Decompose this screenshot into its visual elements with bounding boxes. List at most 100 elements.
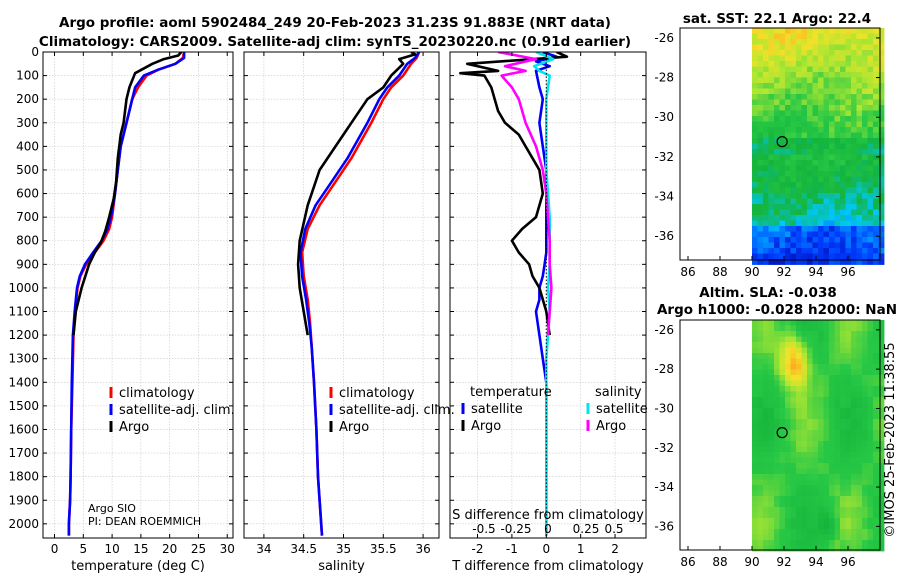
lat-tick-label: -32 [654, 150, 674, 164]
legend-label: satellite-adj. clim. [119, 403, 235, 418]
x-axis-label: salinity [318, 559, 365, 574]
lon-tick-label: 86 [680, 265, 695, 279]
x-tick-label: 20 [162, 542, 177, 556]
legend-label: satellite [471, 402, 523, 417]
salinity-panel: 34 34.5 35 35.5 36 salinity climatology satelli… [243, 51, 455, 574]
heatmap-cells [752, 28, 885, 265]
plot-frame [449, 51, 647, 539]
temperature-panel: 0 5 10 15 20 25 300100200300400500600700800900… [8, 45, 234, 574]
x-tick-label: 10 [104, 542, 119, 556]
y-tick-label: 1500 [8, 399, 39, 413]
x-tick-label: 36 [415, 542, 430, 556]
lon-tick-label: 86 [680, 555, 695, 569]
lon-tick-label: 96 [840, 555, 855, 569]
lat-tick-label: -30 [654, 110, 674, 124]
x-tick-label: 5 [79, 542, 87, 556]
lon-tick-label: 90 [744, 555, 759, 569]
x-tick-label: 35.5 [370, 542, 397, 556]
legend-label: satellite [596, 402, 648, 417]
y-tick-label: 800 [16, 234, 39, 248]
lat-tick-label: -26 [654, 31, 674, 45]
sst-map-title: sat. SST: 22.1 Argo: 22.4 [683, 11, 871, 27]
series-salinity-argo [497, 52, 553, 336]
lat-tick-label: -36 [654, 229, 674, 243]
lon-tick-label: 88 [712, 555, 727, 569]
watermark: ©IMOS 25-Feb-2023 11:38:55 [883, 342, 898, 537]
series-satellite-adj-clim- [299, 52, 421, 536]
difference-panel: -2 -1 0 1 2 T difference from climatology S di… [449, 51, 648, 574]
lat-tick-label: -28 [654, 71, 674, 85]
legend-header-temperature: temperature [470, 385, 552, 400]
top-tick-label: 0.25 [573, 522, 600, 536]
lat-tick-label: -30 [654, 401, 674, 415]
x-tick-label: 34.5 [290, 542, 317, 556]
argo-info-line1: Argo SIO [88, 502, 136, 515]
y-tick-label: 400 [16, 139, 39, 153]
x-tick-label: -2 [472, 542, 484, 556]
legend-label: Argo [471, 419, 501, 434]
y-tick-label: 0 [31, 45, 39, 59]
argo-info-line2: PI: DEAN ROEMMICH [88, 515, 201, 528]
title-line2: Climatology: CARS2009. Satellite-adj cli… [39, 34, 631, 50]
lat-tick-label: -28 [654, 362, 674, 376]
y-tick-label: 1200 [8, 328, 39, 342]
top-tick-label: -0.25 [500, 522, 531, 536]
x-tick-label: 15 [133, 542, 148, 556]
y-tick-label: 1700 [8, 446, 39, 460]
series-satellite-adj-clim- [67, 52, 186, 536]
sst-map: 86 88 90 92 94 96 -26 -28 -30 -32 -34 -36 [654, 27, 885, 279]
x-axis-label: temperature (deg C) [71, 559, 205, 574]
lon-tick-label: 90 [744, 265, 759, 279]
legend-label: Argo [596, 419, 626, 434]
x-axis-label: T difference from climatology [451, 559, 644, 574]
legend-label: climatology [339, 386, 415, 401]
y-tick-label: 1400 [8, 375, 39, 389]
legend-header-salinity: salinity [595, 385, 642, 400]
top-tick-label: 0 [544, 522, 552, 536]
lon-tick-label: 94 [808, 555, 823, 569]
series-argo [296, 52, 417, 336]
x-tick-label: -1 [506, 542, 518, 556]
y-tick-label: 600 [16, 187, 39, 201]
sla-map: 86 88 90 92 94 96 -26 -28 -30 -32 -34 -36 [654, 319, 885, 569]
x-tick-label: 35 [336, 542, 351, 556]
y-tick-label: 900 [16, 257, 39, 271]
map-frame [679, 319, 881, 551]
lat-tick-label: -34 [654, 480, 674, 494]
x-tick-label: 34 [256, 542, 271, 556]
sla-map-title-line2: Argo h1000: -0.028 h2000: NaN [657, 302, 897, 318]
series-climatology [300, 52, 421, 536]
x-tick-label: 2 [611, 542, 619, 556]
y-tick-label: 500 [16, 163, 39, 177]
y-tick-label: 1800 [8, 470, 39, 484]
title-line1: Argo profile: aoml 5902484_249 20-Feb-20… [59, 15, 611, 31]
y-tick-label: 1000 [8, 281, 39, 295]
lat-tick-label: -26 [654, 323, 674, 337]
x-tick-label: 25 [191, 542, 206, 556]
lat-tick-label: -34 [654, 190, 674, 204]
lat-tick-label: -36 [654, 519, 674, 533]
series-temperature-argo [458, 52, 569, 336]
top-tick-label: 0.5 [604, 522, 623, 536]
lon-tick-label: 92 [776, 265, 791, 279]
x-tick-label: 1 [577, 542, 585, 556]
sla-map-title-line1: Altim. SLA: -0.038 [699, 285, 836, 301]
argo-position-marker [776, 136, 788, 148]
y-tick-label: 1300 [8, 352, 39, 366]
series-argo [72, 52, 183, 336]
y-tick-label: 200 [16, 92, 39, 106]
y-tick-label: 700 [16, 210, 39, 224]
y-tick-label: 1600 [8, 422, 39, 436]
plot-frame [243, 51, 440, 539]
plot-frame [42, 51, 234, 539]
y-tick-label: 2000 [8, 517, 39, 531]
x-tick-label: 0 [542, 542, 550, 556]
lon-tick-label: 92 [776, 555, 791, 569]
lat-tick-label: -32 [654, 441, 674, 455]
x-tick-label: 0 [51, 542, 59, 556]
x-tick-label: 30 [220, 542, 235, 556]
heatmap-cells [752, 320, 885, 552]
y-tick-label: 100 [16, 69, 39, 83]
top-tick-label: -0.5 [472, 522, 495, 536]
